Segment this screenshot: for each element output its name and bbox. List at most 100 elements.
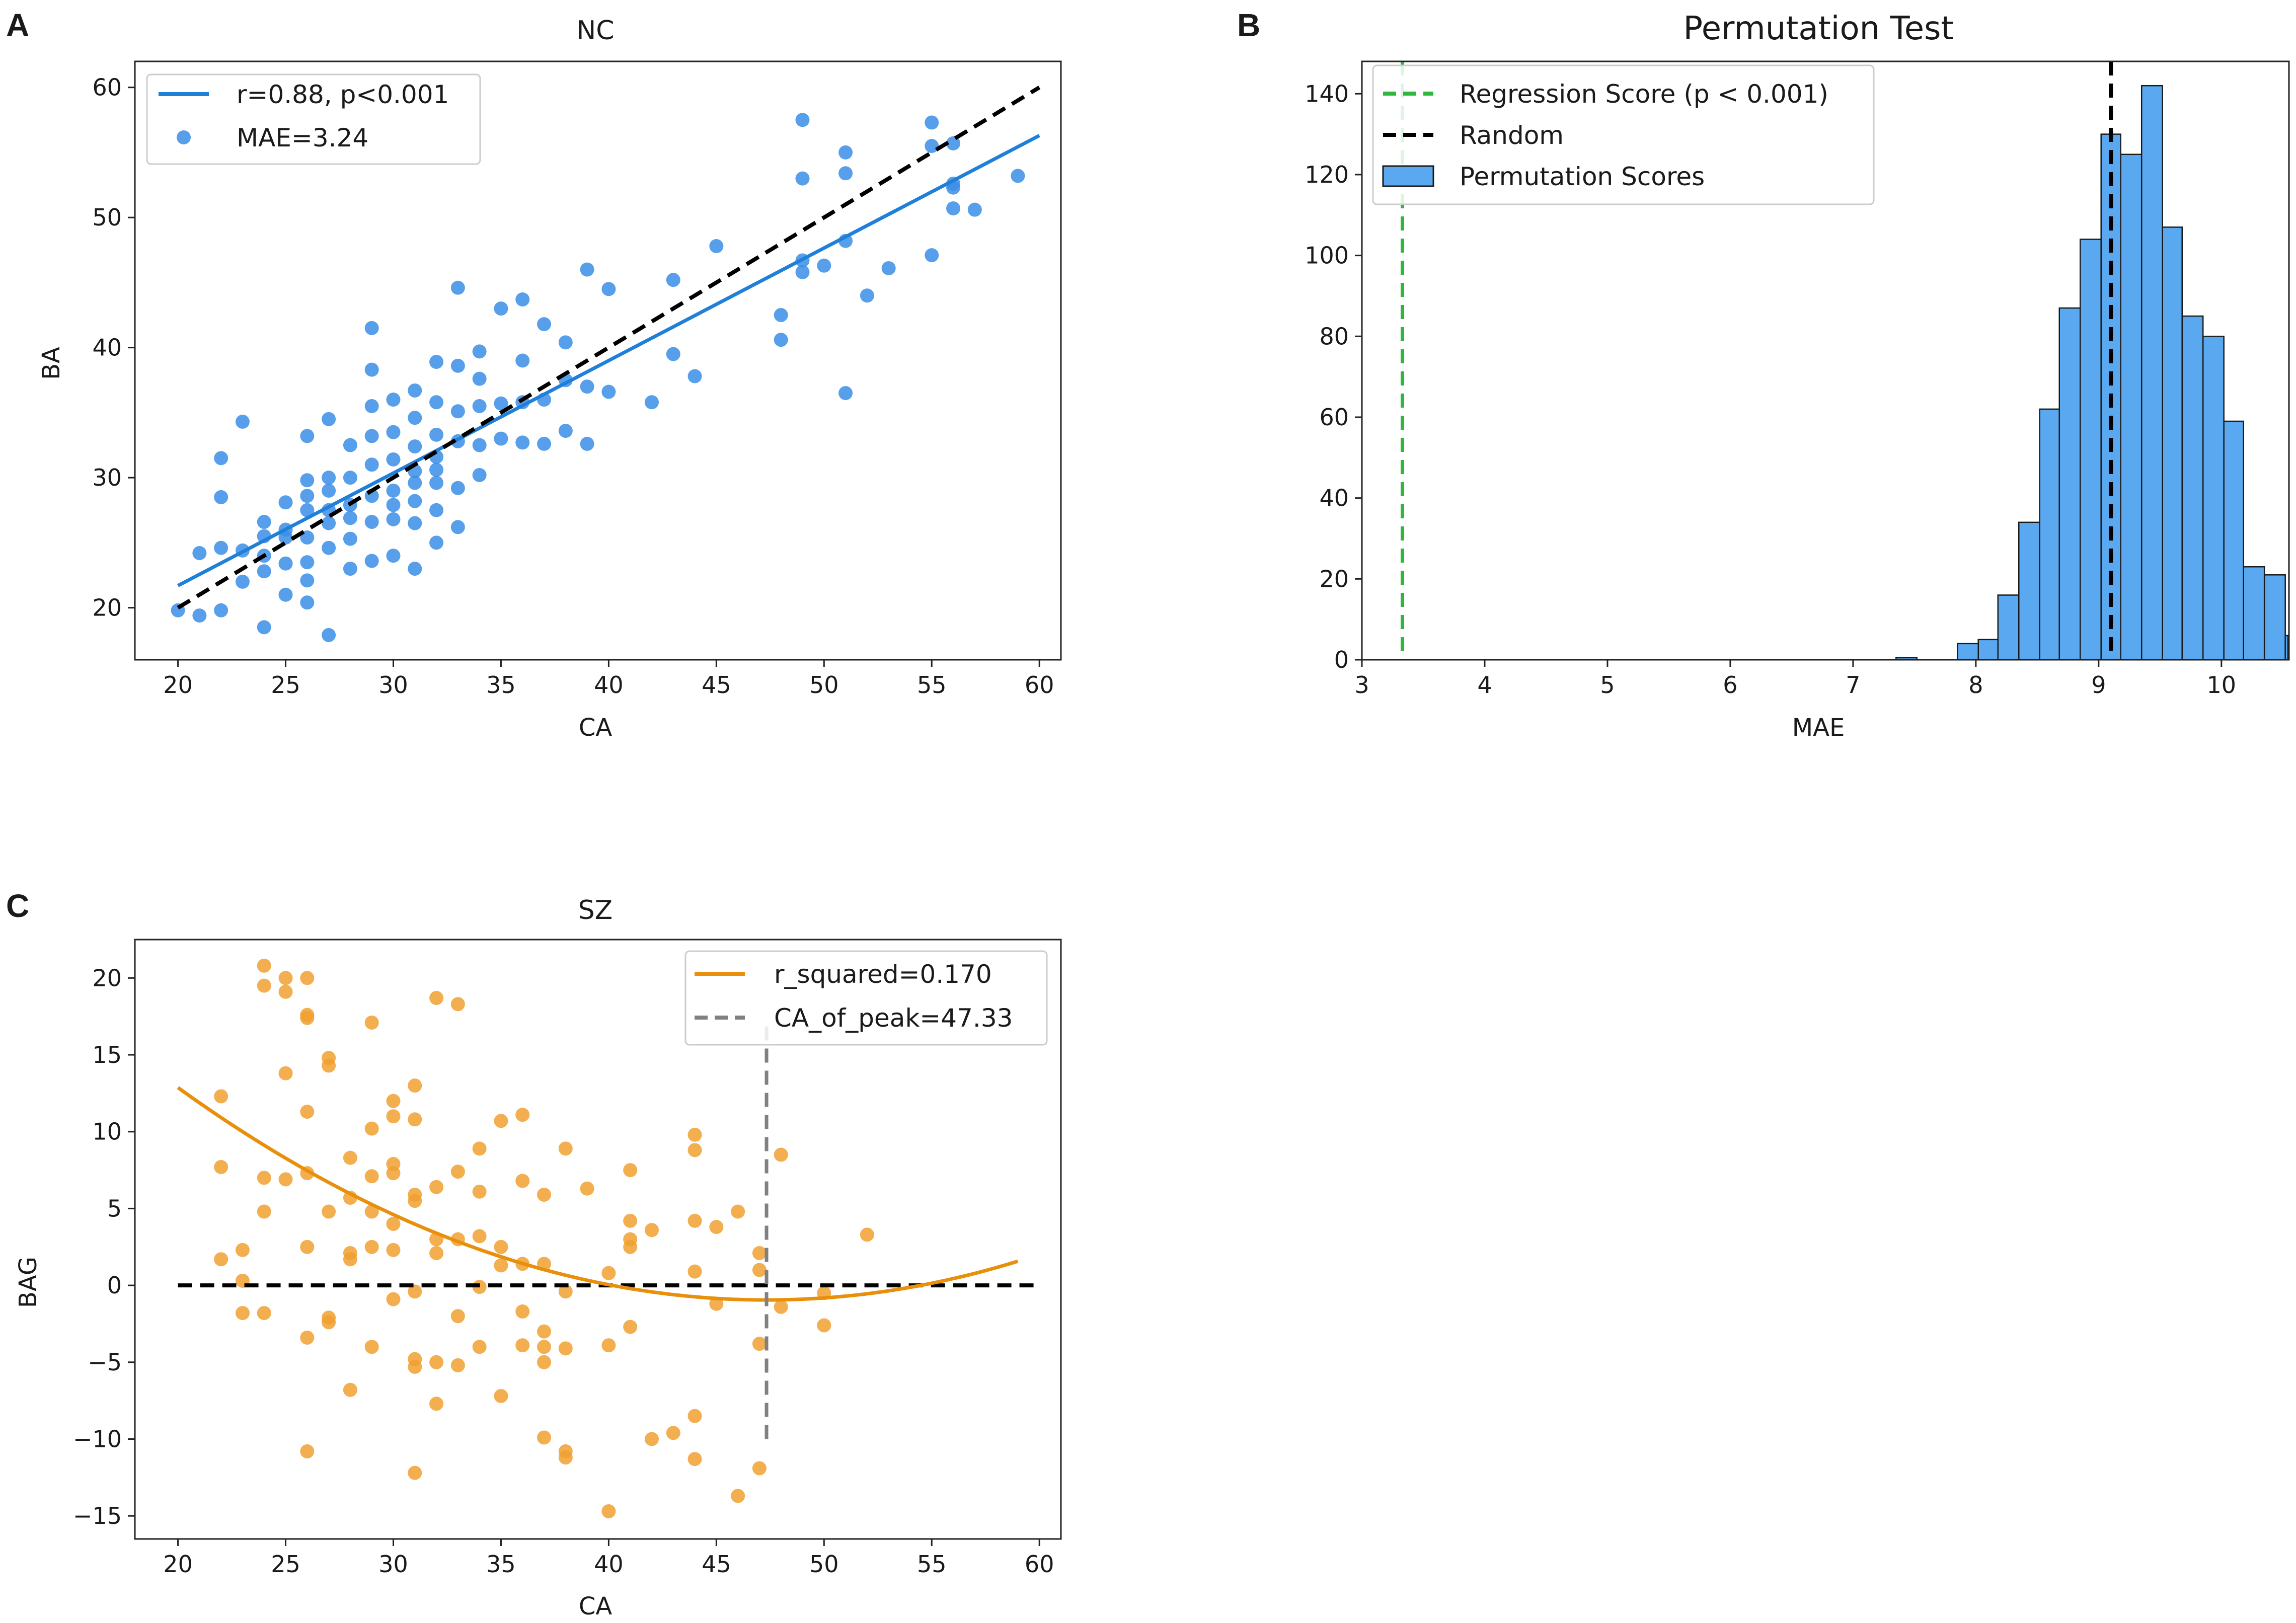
data-point (881, 261, 896, 275)
data-point (817, 258, 831, 273)
data-point (278, 587, 293, 602)
x-tick-label: 3 (1354, 671, 1369, 699)
data-point (687, 1143, 702, 1157)
data-point (386, 452, 401, 467)
y-tick-label: 30 (92, 464, 122, 491)
data-point (838, 145, 853, 160)
y-tick-label: 60 (1319, 404, 1349, 431)
legend-scatter-swatch (177, 130, 191, 144)
data-point (429, 427, 444, 442)
histogram-bar (2079, 239, 2102, 661)
x-tick-label: 6 (1723, 671, 1737, 699)
data-point (429, 1397, 444, 1411)
data-point (343, 511, 357, 525)
data-point (860, 1227, 874, 1242)
data-point (623, 1163, 638, 1178)
data-point (408, 383, 422, 398)
regression-fit-line (177, 134, 1040, 587)
data-point (300, 1240, 315, 1254)
x-tick-label: 35 (486, 1551, 516, 1578)
y-tick-label: 40 (1319, 485, 1349, 512)
data-point (817, 1318, 831, 1333)
data-point (795, 113, 810, 127)
data-point (623, 1240, 638, 1254)
data-point (472, 399, 487, 413)
data-point (278, 556, 293, 571)
data-point (515, 435, 530, 450)
data-point (946, 201, 961, 216)
data-point (322, 628, 336, 642)
histogram-bar (2223, 420, 2244, 661)
data-point (860, 288, 874, 303)
panel-b-x-label: MAE (1792, 714, 1845, 742)
data-point (666, 273, 680, 287)
data-point (515, 353, 530, 368)
histogram-bar (2140, 85, 2163, 661)
data-point (364, 457, 379, 472)
data-point (644, 395, 659, 410)
data-point (386, 549, 401, 563)
data-point (687, 1264, 702, 1279)
data-point (408, 1284, 422, 1299)
data-point (192, 608, 207, 623)
data-point (558, 335, 573, 350)
data-point (364, 515, 379, 529)
legend-frame (684, 950, 1048, 1046)
data-point (343, 1150, 357, 1165)
x-tick-label: 60 (1025, 1551, 1054, 1578)
data-point (946, 136, 961, 150)
y-tick-label: 140 (1305, 80, 1349, 107)
data-point (515, 1174, 530, 1188)
histogram-bar (2202, 336, 2225, 661)
histogram-bar (2284, 635, 2289, 661)
data-point (925, 248, 939, 263)
y-tick-label: 20 (1319, 565, 1349, 592)
identity-line (177, 86, 1041, 610)
data-point (235, 574, 250, 589)
panel-letter-b: B (1237, 7, 1260, 43)
legend-fit-label: r_squared=0.170 (774, 960, 992, 989)
histogram-bar (2120, 153, 2142, 661)
data-point (537, 1430, 552, 1445)
data-point (709, 1220, 724, 1234)
legend-fit-label: r=0.88, p<0.001 (237, 80, 449, 109)
x-tick-label: 60 (1025, 671, 1054, 699)
data-point (386, 1292, 401, 1306)
data-point (1011, 169, 1025, 183)
data-point (214, 490, 228, 504)
data-point (515, 1338, 530, 1353)
data-point (278, 495, 293, 510)
data-point (257, 564, 271, 579)
y-tick-label: −5 (88, 1349, 122, 1376)
data-point (925, 139, 939, 153)
panel-a-title: NC (576, 16, 614, 46)
data-point (558, 1141, 573, 1156)
data-point (580, 379, 594, 394)
data-point (235, 414, 250, 429)
panel-c-sz-scatter: SZ CA BAG 20 25 30 35 40 45 50 55 60 −15 −10 −5 0 5 10… (14, 895, 1062, 1620)
data-point (192, 546, 207, 561)
data-point (408, 439, 422, 454)
data-point (408, 562, 422, 576)
x-tick-label: 5 (1600, 671, 1615, 699)
panel-letter-c: C (6, 888, 29, 924)
y-tick-label: 10 (92, 1118, 122, 1145)
data-point (967, 202, 982, 217)
histogram-bar (2243, 566, 2265, 661)
data-point (257, 978, 271, 993)
data-point (472, 344, 487, 359)
data-point (257, 958, 271, 973)
data-point (214, 603, 228, 617)
panel-c-title: SZ (578, 895, 613, 925)
axes-frame (1361, 60, 2290, 661)
data-point (687, 369, 702, 383)
data-point (558, 1341, 573, 1356)
x-tick-label: 25 (271, 1551, 300, 1578)
data-point (450, 520, 465, 534)
data-point (364, 321, 379, 335)
data-point (300, 489, 315, 503)
data-point (343, 531, 357, 546)
data-point (450, 1309, 465, 1324)
data-point (300, 573, 315, 588)
panel-b-title: Permutation Test (1683, 10, 1953, 47)
